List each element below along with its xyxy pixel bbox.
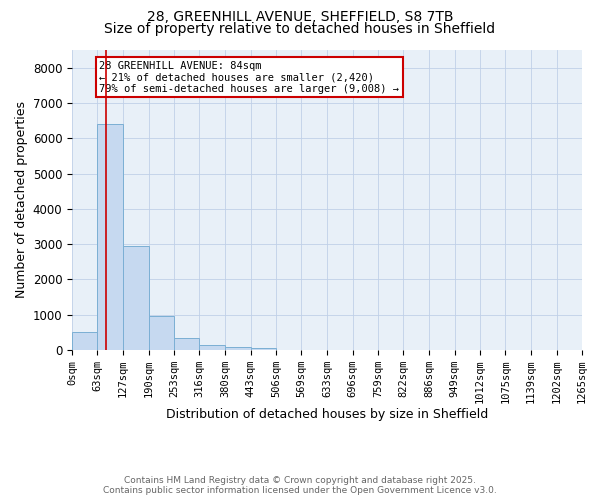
Bar — [225, 347, 251, 350]
Y-axis label: Number of detached properties: Number of detached properties — [16, 102, 28, 298]
Text: Contains HM Land Registry data © Crown copyright and database right 2025.
Contai: Contains HM Land Registry data © Crown c… — [103, 476, 497, 495]
Bar — [251, 348, 276, 350]
Bar — [72, 332, 97, 350]
Text: 28 GREENHILL AVENUE: 84sqm
← 21% of detached houses are smaller (2,420)
79% of s: 28 GREENHILL AVENUE: 84sqm ← 21% of deta… — [100, 60, 400, 94]
Text: 28, GREENHILL AVENUE, SHEFFIELD, S8 7TB: 28, GREENHILL AVENUE, SHEFFIELD, S8 7TB — [147, 10, 453, 24]
Bar — [149, 316, 174, 350]
Text: Size of property relative to detached houses in Sheffield: Size of property relative to detached ho… — [104, 22, 496, 36]
Bar — [97, 124, 123, 350]
Bar — [199, 344, 225, 350]
Bar — [174, 338, 199, 350]
X-axis label: Distribution of detached houses by size in Sheffield: Distribution of detached houses by size … — [166, 408, 488, 420]
Bar — [123, 246, 149, 350]
